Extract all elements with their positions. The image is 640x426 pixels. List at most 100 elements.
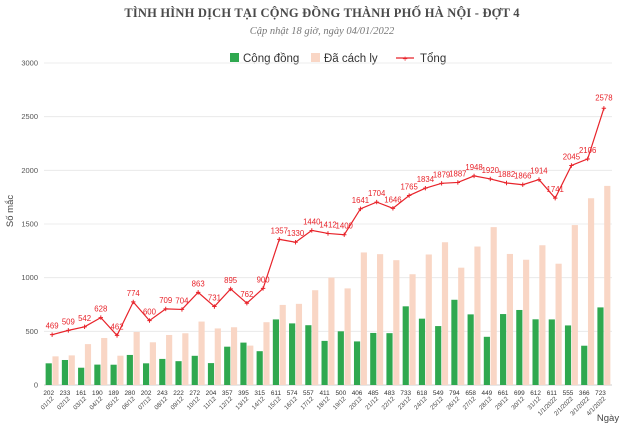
bar-cong-dong [516, 309, 523, 385]
x-tick-label: 14/12 [251, 395, 267, 411]
bar-cong-dong [272, 319, 279, 385]
data-label-tong: 509 [62, 317, 75, 326]
data-label-cong-dong: 366 [579, 390, 590, 397]
data-label-tong: 542 [78, 314, 91, 323]
point-tong [49, 332, 55, 337]
point-tong [309, 228, 314, 233]
point-tong [439, 181, 444, 186]
point-tong [228, 286, 233, 292]
point-tong [244, 301, 250, 306]
bar-cong-dong [532, 319, 539, 385]
bar-cong-dong [500, 314, 507, 385]
bar-cong-dong [142, 363, 150, 385]
bar-da-cach-ly [101, 337, 108, 385]
data-label-cong-dong: 555 [563, 390, 574, 397]
bar-cong-dong [435, 326, 442, 385]
bar-cong-dong [370, 332, 377, 385]
x-tick-label: 11/12 [202, 395, 218, 411]
bar-da-cach-ly [360, 252, 367, 385]
x-tick-label: 28/12 [478, 395, 494, 411]
bar-cong-dong [240, 342, 247, 385]
data-label-cong-dong: 699 [514, 390, 525, 397]
bar-cong-dong [78, 367, 85, 385]
data-label-tong: 462 [111, 322, 124, 331]
data-label-tong: 731 [208, 294, 221, 303]
data-label-tong: 774 [127, 289, 141, 298]
x-tick-label: 01/12 [40, 395, 56, 411]
bar-da-cach-ly [149, 342, 156, 385]
bar-cong-dong [402, 306, 409, 385]
x-tick-label: 16/12 [283, 395, 299, 411]
bar-cong-dong [483, 336, 490, 385]
data-label-cong-dong: 618 [417, 390, 428, 397]
bar-cong-dong [548, 319, 555, 385]
bar-da-cach-ly [117, 355, 124, 385]
legend: Cộng đồng Đã cách ly + Tổng [230, 53, 446, 65]
point-tong [277, 237, 282, 242]
data-label-cong-dong: 500 [335, 390, 346, 397]
point-tong [179, 307, 185, 312]
point-tong [114, 333, 120, 338]
x-tick-label: 25/12 [429, 395, 445, 411]
data-label-cong-dong: 161 [76, 390, 87, 397]
bar-cong-dong [126, 354, 133, 385]
data-label-cong-dong: 733 [400, 390, 411, 397]
point-tong [488, 176, 493, 182]
bar-da-cach-ly [523, 259, 530, 385]
y-tick-label: 1000 [21, 273, 38, 282]
data-label-cong-dong: 406 [352, 390, 363, 397]
bar-da-cach-ly [52, 356, 59, 385]
data-label-tong: 1330 [287, 229, 305, 238]
bar-da-cach-ly [377, 254, 384, 385]
data-label-tong: 895 [224, 276, 238, 285]
x-tick-label: 09/12 [169, 395, 185, 411]
y-tick-label: 3000 [21, 59, 38, 68]
bar-cong-dong [94, 364, 101, 385]
data-label-tong: 900 [257, 275, 271, 284]
data-label-cong-dong: 557 [303, 390, 314, 397]
data-label-cong-dong: 357 [222, 390, 233, 397]
point-tong [601, 106, 607, 111]
bar-da-cach-ly [539, 245, 546, 385]
data-label-tong: 2106 [579, 146, 596, 155]
data-label-tong: 1879 [433, 170, 450, 179]
data-label-tong: 469 [46, 322, 59, 331]
data-label-cong-dong: 549 [433, 390, 444, 397]
data-label-tong: 1400 [336, 222, 354, 231]
bar-cong-dong [175, 361, 182, 385]
y-tick-label: 0 [34, 381, 38, 390]
bar-da-cach-ly [312, 290, 319, 385]
data-label-tong: 704 [175, 296, 189, 305]
data-label-tong: 863 [192, 279, 205, 288]
data-label-tong: 1641 [352, 196, 369, 205]
data-label-tong: 762 [240, 290, 253, 299]
data-label-cong-dong: 222 [173, 390, 184, 397]
x-tick-label: 19/12 [332, 395, 348, 411]
data-label-tong: 1834 [417, 175, 435, 184]
x-tick-label: 21/12 [364, 395, 380, 411]
data-label-cong-dong: 485 [368, 390, 379, 397]
x-tick-label: 15/12 [267, 395, 283, 411]
data-label-tong: 1412 [319, 220, 336, 229]
x-tick-label: 02/12 [56, 395, 72, 411]
data-label-cong-dong: 723 [595, 390, 606, 397]
point-tong [163, 306, 168, 312]
bar-da-cach-ly [409, 274, 416, 385]
data-label-tong: 1948 [465, 163, 482, 172]
bar-cong-dong [564, 325, 572, 385]
data-label-cong-dong: 202 [141, 390, 152, 397]
point-tong [520, 182, 525, 187]
bar-cong-dong [256, 351, 263, 385]
legend-label-tong: Tổng [420, 53, 446, 65]
x-tick-label: 12/12 [218, 395, 234, 411]
data-label-tong: 1440 [303, 217, 321, 226]
data-label-tong: 1887 [449, 169, 466, 178]
point-tong [66, 328, 71, 333]
y-tick-label: 1500 [21, 220, 38, 229]
legend-label-da-cach-ly: Đã cách ly [324, 53, 378, 65]
bar-da-cach-ly [214, 328, 221, 385]
bar-da-cach-ly [555, 263, 562, 385]
data-label-cong-dong: 611 [547, 390, 558, 397]
point-tong [569, 163, 574, 168]
